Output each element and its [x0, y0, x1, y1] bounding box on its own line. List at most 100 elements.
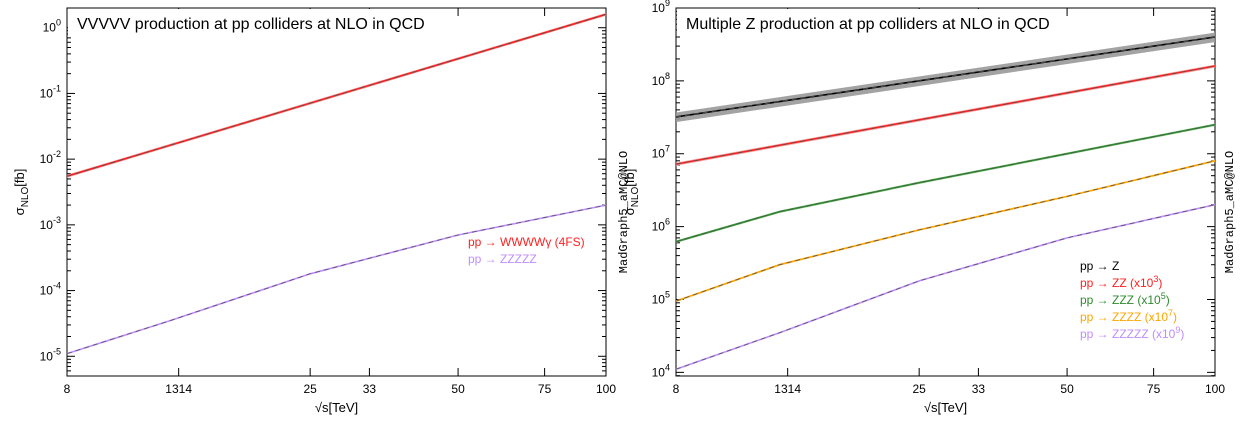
y-axis-label: σNLO[fb] — [12, 169, 31, 216]
plot-area — [675, 32, 1216, 371]
y-tick-base: 10 — [40, 152, 54, 166]
legend-entry-exponent: 9 — [1175, 325, 1180, 335]
legend-entry-text: pp → ZZZZ (x10 — [1080, 310, 1168, 324]
y-tick-base: 10 — [652, 1, 666, 15]
x-tick-label: 25 — [912, 382, 926, 396]
y-tick-label: 107 — [652, 144, 670, 161]
y-tick-base: 10 — [652, 147, 666, 161]
legend-entry-close: ) — [1158, 276, 1162, 290]
y-axis-label-unit: [fb] — [622, 169, 637, 187]
y-tick-label: 105 — [652, 289, 670, 306]
legend-entry: pp → ZZZZ (x107) — [1080, 308, 1177, 324]
title-background — [68, 9, 434, 35]
y-axis-label-unit: [fb] — [12, 169, 27, 187]
series-central-dashed-1 — [66, 13, 607, 177]
chart-title: Multiple Z production at pp colliders at… — [686, 16, 1050, 33]
x-axis-label: √s[TeV] — [315, 400, 358, 415]
x-tick-label: 100 — [1205, 382, 1225, 396]
legend-entry-text: pp → ZZZZZ (x10 — [1080, 327, 1176, 341]
y-tick-exponent: -1 — [53, 83, 61, 93]
y-tick-exponent: 8 — [665, 71, 670, 81]
y-tick-exponent: 6 — [665, 217, 670, 227]
y-tick-exponent: -4 — [53, 281, 61, 291]
y-tick-base: 10 — [43, 21, 57, 35]
series-central-dashed-5 — [675, 204, 1216, 370]
x-tick-label: 100 — [596, 382, 616, 396]
y-axis-label-main: σ — [622, 207, 637, 215]
y-tick-base: 10 — [652, 365, 666, 379]
x-tick-label: 25 — [303, 382, 317, 396]
y-tick-label: 109 — [652, 0, 670, 15]
y-axis-label: σNLO[fb] — [622, 169, 641, 216]
legend-entry: pp → Z — [1080, 259, 1119, 273]
y-tick-label: 106 — [652, 217, 670, 234]
y-axis-label-sub: NLO — [20, 187, 31, 208]
legend-entry-close: ) — [1180, 327, 1184, 341]
x-axis-label: √s[TeV] — [924, 400, 967, 415]
x-tick-label: 1314 — [774, 382, 801, 396]
y-tick-label: 108 — [652, 71, 670, 88]
series-central-dashed-1 — [675, 36, 1216, 118]
y-tick-exponent: 4 — [665, 362, 670, 372]
legend-entry-exponent: 7 — [1168, 308, 1173, 318]
x-tick-label: 50 — [1060, 382, 1074, 396]
x-tick-label: 50 — [451, 382, 465, 396]
legend: pp → WWWWγ (4FS) pp → ZZZZZ — [468, 235, 585, 266]
series-central-dashed-3 — [675, 124, 1216, 243]
y-tick-exponent: -3 — [53, 215, 61, 225]
y-tick-label: 10-4 — [40, 281, 61, 298]
y-tick-exponent: -5 — [53, 346, 61, 356]
legend-entry: pp → ZZZ (x105) — [1080, 291, 1170, 307]
series-line-2 — [66, 204, 607, 355]
legend-entry: pp → ZZZZZ — [468, 252, 537, 266]
legend-entry: pp → ZZZZZ (x109) — [1080, 325, 1184, 341]
legend: pp → Zpp → ZZ (x103)pp → ZZZ (x105)pp → … — [1080, 259, 1184, 341]
y-tick-exponent: 7 — [665, 144, 670, 154]
x-axis: 8 1314 25 33 50 75 100 — [64, 8, 616, 396]
legend-entry: pp → WWWWγ (4FS) — [468, 235, 585, 249]
legend-entry-text: pp → Z — [1080, 259, 1119, 273]
y-axis-label-main: σ — [12, 207, 27, 215]
title-background — [677, 9, 1059, 35]
legend-entry-exponent: 5 — [1161, 291, 1166, 301]
y-tick-exponent: 0 — [56, 18, 61, 28]
chart-title: VVVVV production at pp colliders at NLO … — [77, 16, 425, 33]
y-tick-label: 10-2 — [40, 149, 61, 166]
x-tick-label: 75 — [538, 382, 552, 396]
y-tick-base: 10 — [652, 220, 666, 234]
y-tick-label: 104 — [652, 362, 670, 379]
series-central-dashed-2 — [675, 65, 1216, 165]
plot-frame — [66, 7, 607, 377]
y-tick-label: 100 — [43, 18, 61, 35]
y-tick-base: 10 — [40, 86, 54, 100]
series-band-3 — [676, 123, 1215, 243]
y-tick-exponent: 9 — [665, 0, 670, 8]
y-tick-label: 10-1 — [40, 83, 61, 100]
y-tick-base: 10 — [652, 292, 666, 306]
x-tick-label: 33 — [363, 382, 377, 396]
y-axis-label-sub: NLO — [630, 187, 641, 208]
y-tick-base: 10 — [40, 218, 54, 232]
legend-entry-text: pp → ZZZ (x10 — [1080, 293, 1161, 307]
legend-entry-close: ) — [1166, 293, 1170, 307]
y-tick-base: 10 — [40, 349, 54, 363]
legend-entry: pp → ZZ (x103) — [1080, 274, 1162, 290]
x-tick-label: 33 — [972, 382, 986, 396]
y-tick-label: 10-5 — [40, 346, 61, 363]
y-tick-base: 10 — [652, 74, 666, 88]
y-tick-label: 10-3 — [40, 215, 61, 232]
legend-entry-close: ) — [1173, 310, 1177, 324]
x-axis: 8 1314 25 33 50 75 100 — [673, 8, 1225, 396]
series-central-dashed-2 — [66, 204, 607, 354]
plot-area — [66, 12, 607, 355]
x-tick-label: 1314 — [165, 382, 192, 396]
series-central-dashed-4 — [675, 160, 1216, 302]
legend-entry-text: pp → ZZ (x10 — [1080, 276, 1154, 290]
x-tick-label: 8 — [673, 382, 680, 396]
x-tick-label: 75 — [1147, 382, 1161, 396]
